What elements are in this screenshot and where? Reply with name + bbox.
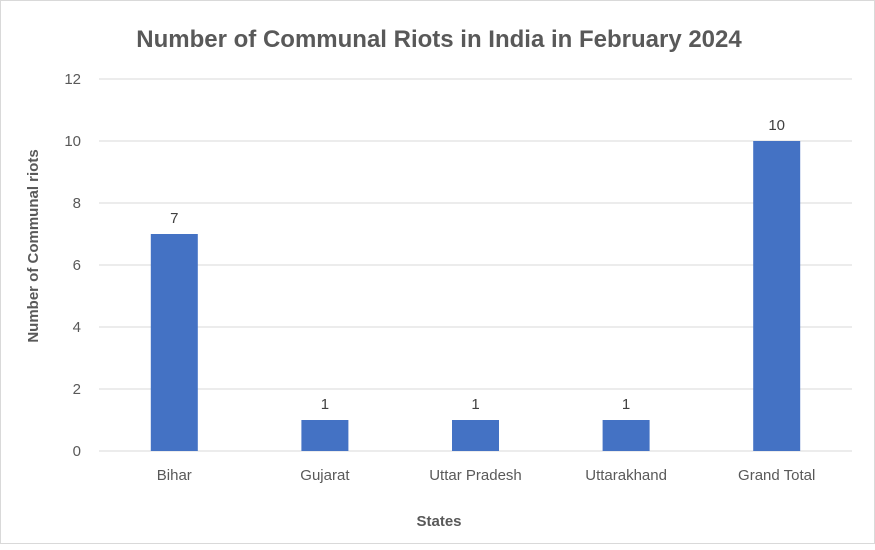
bar — [753, 141, 801, 451]
y-tick-label: 2 — [73, 381, 81, 398]
y-tick-label: 0 — [73, 443, 81, 460]
data-label: 1 — [321, 396, 329, 413]
data-label: 7 — [170, 210, 178, 227]
x-tick-label: Gujarat — [300, 467, 350, 484]
x-tick-label: Bihar — [157, 467, 192, 484]
x-axis-label: States — [416, 513, 461, 530]
x-tick-label: Grand Total — [738, 467, 815, 484]
x-tick-label: Uttar Pradesh — [429, 467, 522, 484]
y-tick-label: 4 — [73, 319, 81, 336]
y-axis-label: Number of Communal riots — [25, 149, 42, 342]
y-tick-label: 10 — [64, 133, 81, 150]
bar — [150, 234, 198, 451]
bar — [602, 420, 650, 451]
y-tick-label: 6 — [73, 257, 81, 274]
data-label: 1 — [622, 396, 630, 413]
x-tick-label: Uttarakhand — [585, 467, 667, 484]
data-label: 10 — [768, 117, 785, 134]
data-label: 1 — [471, 396, 479, 413]
chart-title: Number of Communal Riots in India in Feb… — [136, 26, 742, 53]
bar — [452, 420, 499, 451]
bar — [301, 420, 349, 451]
y-tick-label: 12 — [64, 71, 81, 88]
y-tick-label: 8 — [73, 195, 81, 212]
